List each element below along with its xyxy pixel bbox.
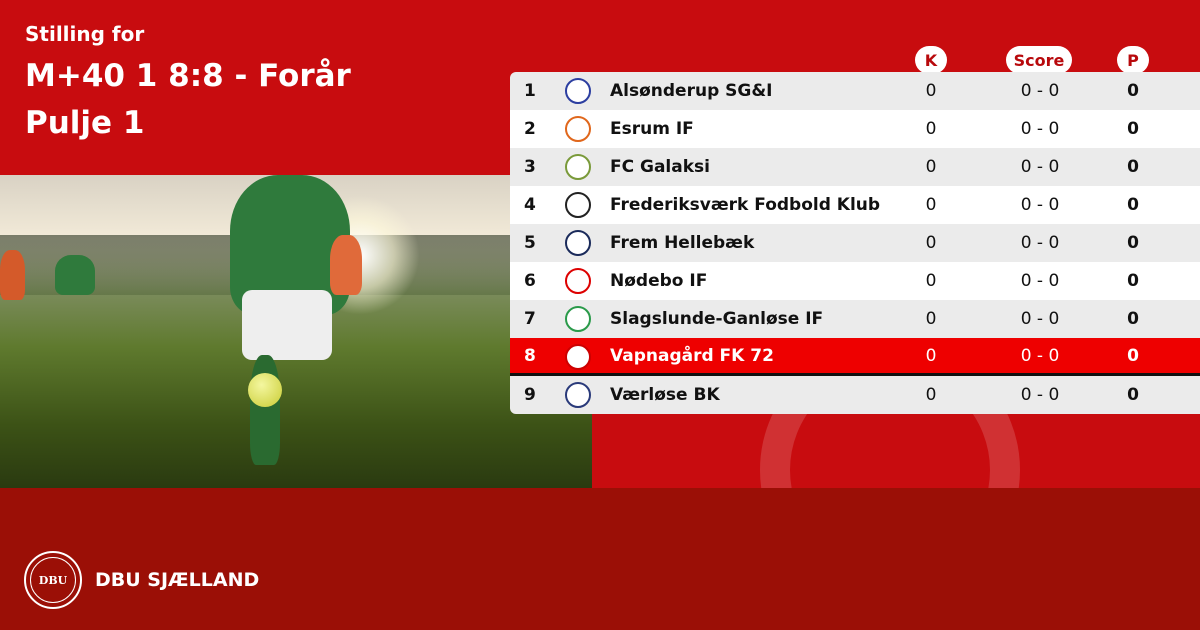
team-logo-icon [565,306,591,332]
points: 0 [1127,271,1139,291]
team-logo-icon [565,154,591,180]
score: 0 - 0 [1020,271,1060,291]
matches-played: 0 [925,233,937,253]
table-row[interactable]: 3 FC Galaksi 0 0 - 0 0 [510,148,1200,186]
team-name: Esrum IF [610,119,694,139]
team-logo-icon [565,230,591,256]
score: 0 - 0 [1020,309,1060,329]
matches-played: 0 [925,81,937,101]
position: 7 [524,309,536,329]
matches-played: 0 [925,157,937,177]
page-title: M+40 1 8:8 - Forår [25,58,351,94]
team-logo-icon [565,192,591,218]
column-header-score[interactable]: Score [1006,46,1072,74]
pool-title: Pulje 1 [25,105,145,141]
football-photo [0,175,592,488]
team-logo-icon [565,344,591,370]
column-header-p[interactable]: P [1117,46,1149,74]
position: 3 [524,157,536,177]
points: 0 [1127,345,1139,366]
position: 9 [524,385,536,405]
column-header-k[interactable]: K [915,46,947,74]
score: 0 - 0 [1020,157,1060,177]
points: 0 [1127,157,1139,177]
team-name: FC Galaksi [610,157,710,177]
position: 8 [524,345,536,366]
points: 0 [1127,195,1139,215]
points: 0 [1127,81,1139,101]
matches-played: 0 [925,195,937,215]
table-row[interactable]: 9 Værløse BK 0 0 - 0 0 [510,376,1200,414]
points: 0 [1127,119,1139,139]
table-row[interactable]: 6 Nødebo IF 0 0 - 0 0 [510,262,1200,300]
score: 0 - 0 [1020,195,1060,215]
team-name: Vapnagård FK 72 [610,345,774,366]
table-row[interactable]: 4 Frederiksværk Fodbold Klub 0 0 - 0 0 [510,186,1200,224]
matches-played: 0 [925,309,937,329]
team-name: Nødebo IF [610,271,708,291]
table-row[interactable]: 8 Vapnagård FK 72 0 0 - 0 0 [510,338,1200,376]
team-name: Frem Hellebæk [610,233,755,253]
position: 5 [524,233,536,253]
points: 0 [1127,309,1139,329]
position: 6 [524,271,536,291]
team-logo-icon [565,116,591,142]
matches-played: 0 [925,385,937,405]
watermark-logo [620,400,1200,488]
team-logo-icon [565,268,591,294]
matches-played: 0 [925,345,937,366]
table-row[interactable]: 1 Alsønderup SG&I 0 0 - 0 0 [510,72,1200,110]
score: 0 - 0 [1020,119,1060,139]
table-row[interactable]: 5 Frem Hellebæk 0 0 - 0 0 [510,224,1200,262]
team-logo-icon [565,78,591,104]
team-name: Alsønderup SG&I [610,81,773,101]
matches-played: 0 [925,271,937,291]
points: 0 [1127,233,1139,253]
matches-played: 0 [925,119,937,139]
team-name: Slagslunde-Ganløse IF [610,309,824,329]
table-row[interactable]: 7 Slagslunde-Ganløse IF 0 0 - 0 0 [510,300,1200,338]
footer-background [0,488,1200,630]
subtitle: Stilling for [25,22,145,46]
score: 0 - 0 [1020,233,1060,253]
team-name: Frederiksværk Fodbold Klub [610,195,881,215]
score: 0 - 0 [1020,81,1060,101]
score: 0 - 0 [1020,385,1060,405]
team-name: Værløse BK [610,385,720,405]
table-row[interactable]: 2 Esrum IF 0 0 - 0 0 [510,110,1200,148]
position: 2 [524,119,536,139]
points: 0 [1127,385,1139,405]
team-logo-icon [565,382,591,408]
dbu-seal-logo: DBU [24,551,82,609]
score: 0 - 0 [1020,345,1060,366]
position: 4 [524,195,536,215]
brand-name: DBU SJÆLLAND [95,569,260,591]
position: 1 [524,81,536,101]
